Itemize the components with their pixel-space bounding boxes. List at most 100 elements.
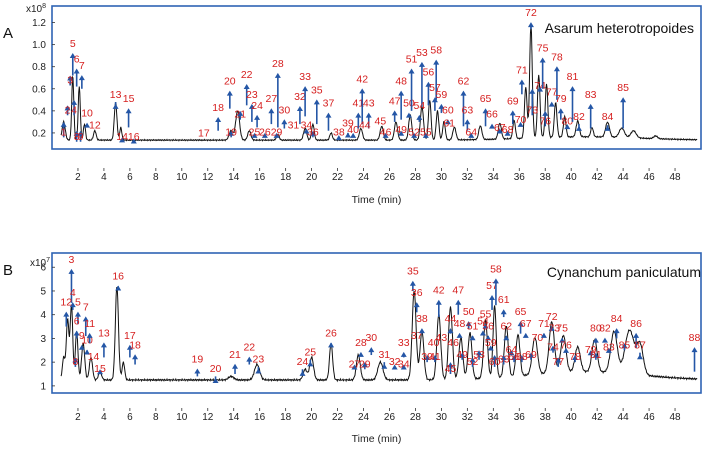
peak-arrow-head bbox=[511, 355, 518, 361]
peak-arrow-head bbox=[537, 86, 544, 92]
peak-arrow-head bbox=[69, 53, 76, 59]
peak-arrow-head bbox=[542, 110, 549, 116]
peak-label: 39 bbox=[342, 118, 354, 130]
y-multiplier: x107 bbox=[30, 257, 50, 269]
peak-label: 40 bbox=[347, 124, 359, 136]
x-tick-label: 38 bbox=[540, 172, 552, 183]
peak-annotation-36: 36 bbox=[411, 287, 423, 313]
peak-arrow-head bbox=[215, 117, 222, 123]
peak-arrow-head bbox=[411, 132, 418, 138]
peak-label: 55 bbox=[480, 308, 492, 320]
y-tick-label: 4 bbox=[40, 310, 46, 321]
peak-label: 85 bbox=[617, 82, 629, 94]
peak-annotation-77: 77 bbox=[552, 356, 564, 368]
x-tick-label: 32 bbox=[462, 172, 474, 183]
peak-arrow-head bbox=[68, 268, 75, 274]
peak-label: 12 bbox=[89, 120, 101, 132]
peak-label: 77 bbox=[552, 356, 564, 368]
x-tick-label: 20 bbox=[306, 172, 318, 183]
peak-arrow-head bbox=[226, 90, 233, 96]
peak-label: 40 bbox=[428, 337, 440, 349]
peak-arrow-head bbox=[691, 347, 698, 353]
peak-annotation-32: 32 bbox=[294, 91, 306, 125]
peak-arrow-head bbox=[119, 137, 126, 143]
peak-annotation-65: 65 bbox=[480, 93, 492, 127]
peak-arrow-head bbox=[557, 108, 564, 114]
peak-arrow-head bbox=[503, 335, 510, 341]
peak-label: 23 bbox=[253, 354, 265, 366]
peak-label: 32 bbox=[389, 356, 401, 368]
y-tick-label: 2 bbox=[40, 358, 46, 369]
peak-annotation-82: 82 bbox=[599, 323, 611, 343]
peak-arrow-head bbox=[381, 363, 388, 369]
x-tick-label: 18 bbox=[280, 412, 292, 423]
peak-label: 83 bbox=[585, 89, 597, 101]
peak-annotation-71: 71 bbox=[538, 318, 550, 338]
peak-annotation-70: 70 bbox=[515, 114, 527, 127]
peak-label: 21 bbox=[234, 109, 246, 121]
peak-label: 31 bbox=[288, 120, 300, 132]
peak-annotation-13: 13 bbox=[110, 89, 122, 109]
peak-arrow-head bbox=[431, 97, 438, 103]
peak-annotation-12: 12 bbox=[89, 120, 101, 132]
peak-annotation-6: 6 bbox=[73, 53, 80, 87]
peak-label: 29 bbox=[359, 358, 371, 370]
peak-annotation-58: 58 bbox=[430, 45, 442, 100]
peak-label: 84 bbox=[602, 111, 614, 123]
peak-annotation-10: 10 bbox=[81, 335, 93, 355]
peak-arrow-head bbox=[125, 108, 132, 114]
peak-annotation-51: 51 bbox=[406, 53, 418, 111]
peak-annotation-47: 47 bbox=[452, 285, 464, 315]
peak-label: 33 bbox=[299, 71, 311, 83]
peak-label: 17 bbox=[198, 127, 210, 139]
peak-label: 88 bbox=[689, 332, 701, 344]
peak-annotation-41: 41 bbox=[429, 351, 441, 363]
peak-annotation-57: 57 bbox=[429, 82, 441, 111]
peak-label: 45 bbox=[375, 115, 387, 127]
x-tick-label: 26 bbox=[384, 172, 396, 183]
peak-annotation-28: 28 bbox=[272, 58, 284, 128]
peak-annotation-84: 84 bbox=[602, 111, 614, 131]
peak-label: 69 bbox=[507, 95, 519, 107]
peak-annotation-73: 73 bbox=[548, 323, 560, 335]
peak-annotation-85: 85 bbox=[617, 82, 629, 129]
peak-arrow-head bbox=[529, 88, 536, 94]
peak-label: 65 bbox=[515, 306, 527, 318]
peak-arrow-head bbox=[613, 328, 620, 334]
peak-label: 47 bbox=[389, 95, 401, 107]
x-tick-label: 6 bbox=[127, 172, 133, 183]
x-tick-label: 34 bbox=[488, 172, 500, 183]
peak-arrow-head bbox=[539, 57, 546, 63]
peak-annotation-41: 41 bbox=[352, 98, 364, 129]
x-tick-label: 4 bbox=[101, 172, 107, 183]
peak-annotation-38: 38 bbox=[416, 313, 428, 334]
peak-arrow-head bbox=[517, 321, 524, 327]
peak-arrow-head bbox=[422, 132, 429, 138]
peak-label: 22 bbox=[241, 69, 253, 81]
peak-arrow-head bbox=[361, 362, 368, 368]
peak-arrow-head bbox=[351, 364, 358, 370]
peak-label: 46 bbox=[447, 337, 459, 349]
x-tick-label: 14 bbox=[228, 172, 240, 183]
peak-annotation-3: 3 bbox=[68, 254, 75, 303]
peak-annotation-64: 64 bbox=[465, 126, 477, 138]
peak-label: 25 bbox=[304, 346, 316, 358]
peak-label: 48 bbox=[395, 76, 407, 88]
peak-annotation-19: 19 bbox=[192, 354, 203, 377]
peak-arrow-head bbox=[604, 125, 611, 131]
x-tick-label: 28 bbox=[410, 172, 422, 183]
peak-annotation-31: 31 bbox=[378, 349, 390, 369]
x-axis-label: Time (min) bbox=[352, 433, 402, 445]
peak-annotation-68: 68 bbox=[516, 351, 528, 363]
peak-annotation-28: 28 bbox=[355, 337, 367, 357]
peak-arrow-head bbox=[344, 132, 351, 138]
x-tick-label: 2 bbox=[75, 412, 81, 423]
peak-arrow-head bbox=[468, 132, 475, 138]
peak-label: 15 bbox=[123, 93, 135, 105]
peak-annotation-45: 45 bbox=[375, 115, 387, 127]
peak-arrow-head bbox=[425, 81, 432, 87]
y-tick-label: 3 bbox=[40, 334, 46, 345]
peak-annotation-39: 39 bbox=[342, 118, 354, 138]
peak-label: 51 bbox=[406, 53, 418, 65]
peak-annotation-4: 4 bbox=[71, 99, 77, 116]
